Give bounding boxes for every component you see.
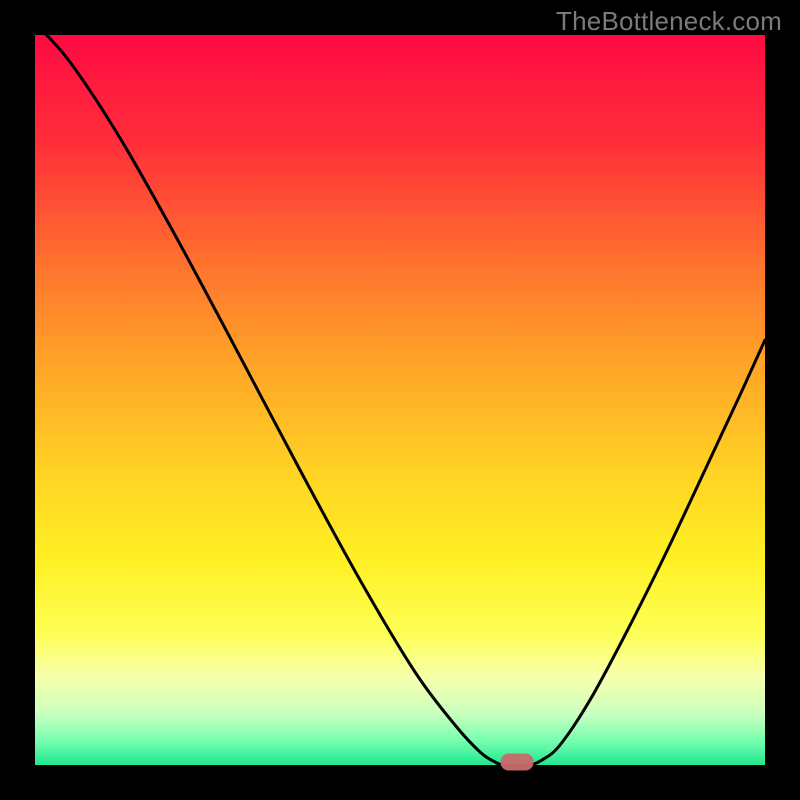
bottleneck-marker [501, 754, 534, 771]
chart-svg [0, 0, 800, 800]
chart-background-gradient [35, 35, 765, 765]
bottleneck-chart: TheBottleneck.com [0, 0, 800, 800]
watermark-text: TheBottleneck.com [556, 6, 782, 37]
